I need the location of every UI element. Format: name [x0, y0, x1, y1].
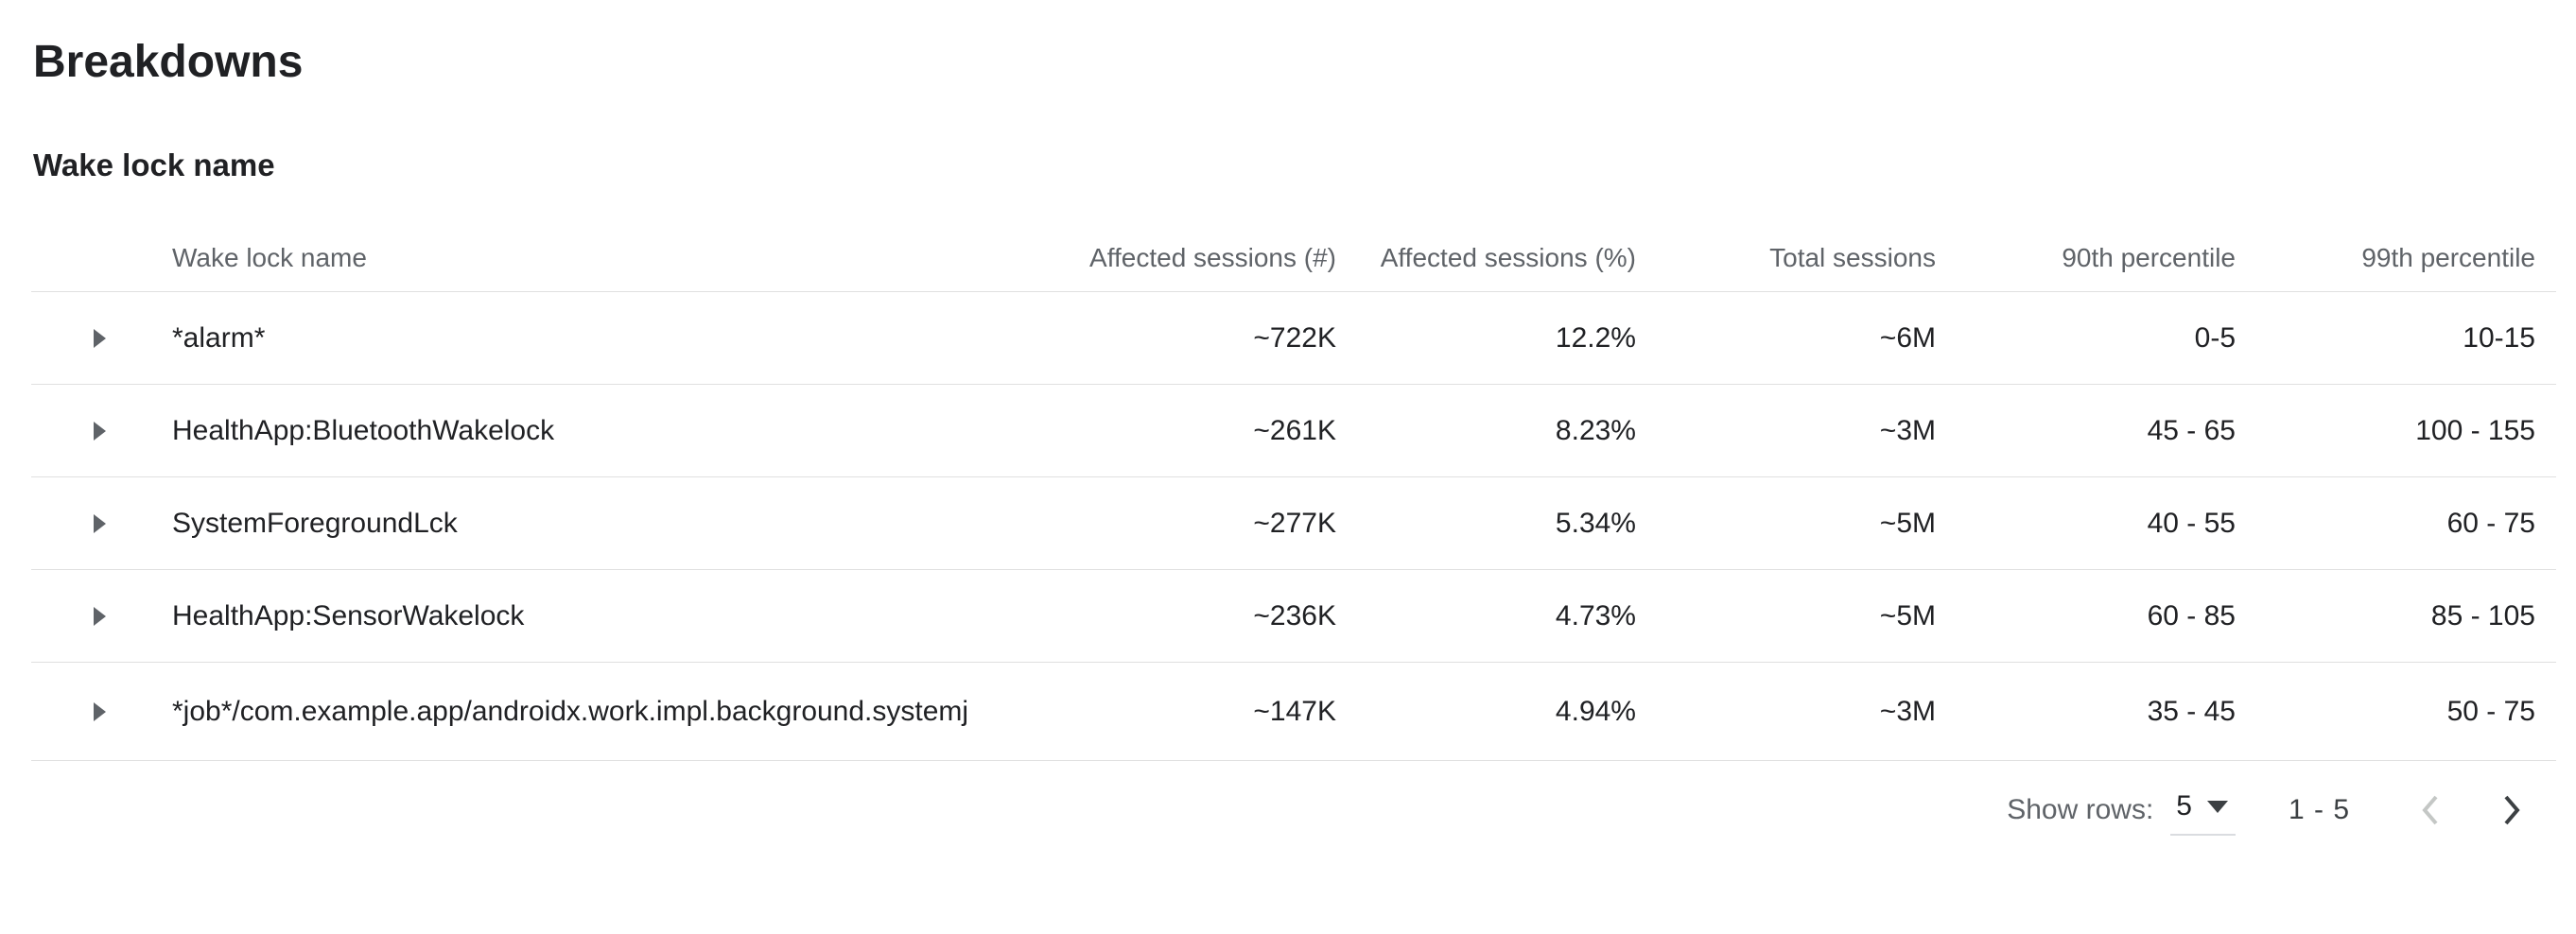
total-sessions-cell: ~6M	[1657, 291, 1957, 385]
affected-sessions-count-cell: ~147K	[1057, 662, 1357, 761]
table-row[interactable]: *job*/com.example.app/androidx.work.impl…	[31, 662, 2556, 761]
p99-cell: 85 - 105	[2256, 569, 2556, 663]
table-row[interactable]: *alarm* ~722K 12.2% ~6M 0-5 10-15	[31, 291, 2556, 385]
wake-lock-name-cell: *alarm*	[172, 291, 1057, 385]
column-header-99th-percentile: 99th percentile	[2256, 224, 2556, 292]
dropdown-caret-icon	[2206, 800, 2228, 813]
total-sessions-cell: ~5M	[1657, 569, 1957, 663]
expand-row-icon	[94, 606, 106, 626]
affected-sessions-count-cell: ~722K	[1057, 291, 1357, 385]
p90-cell: 0-5	[1957, 291, 2256, 385]
expand-row-button[interactable]	[88, 509, 112, 539]
table-header-row: Wake lock name Affected sessions (#) Aff…	[31, 224, 2556, 292]
expand-row-button[interactable]	[88, 416, 112, 446]
affected-sessions-pct-cell: 5.34%	[1357, 476, 1657, 570]
table-row[interactable]: HealthApp:BluetoothWakelock ~261K 8.23% …	[31, 384, 2556, 477]
p99-cell: 60 - 75	[2256, 476, 2556, 570]
column-header-affected-sessions-pct: Affected sessions (%)	[1357, 224, 1657, 292]
page-range-label: 1 - 5	[2288, 794, 2350, 825]
wake-lock-name-cell: SystemForegroundLck	[172, 476, 1057, 570]
section-title: Wake lock name	[33, 147, 275, 182]
p90-cell: 60 - 85	[1957, 569, 2256, 663]
expand-row-icon	[94, 328, 106, 348]
wake-lock-name-cell: *job*/com.example.app/androidx.work.impl…	[172, 662, 1057, 761]
p90-cell: 35 - 45	[1957, 662, 2256, 761]
affected-sessions-count-cell: ~236K	[1057, 569, 1357, 663]
p90-cell: 45 - 65	[1957, 384, 2256, 477]
total-sessions-cell: ~3M	[1657, 662, 1957, 761]
affected-sessions-count-cell: ~261K	[1057, 384, 1357, 477]
table-row[interactable]: SystemForegroundLck ~277K 5.34% ~5M 40 -…	[31, 476, 2556, 570]
expander-column-header	[31, 224, 172, 292]
chevron-right-icon	[2504, 795, 2520, 825]
expander-cell	[31, 662, 172, 761]
previous-page-button[interactable]	[2411, 789, 2452, 831]
p90-cell: 40 - 55	[1957, 476, 2256, 570]
p99-cell: 50 - 75	[2256, 662, 2556, 761]
expand-row-icon	[94, 421, 106, 441]
column-header-90th-percentile: 90th percentile	[1957, 224, 2256, 292]
expander-cell	[31, 291, 172, 385]
chevron-left-icon	[2422, 795, 2438, 825]
wake-lock-name-cell: HealthApp:BluetoothWakelock	[172, 384, 1057, 477]
column-header-wake-lock-name: Wake lock name	[172, 224, 1057, 292]
expander-cell	[31, 569, 172, 663]
expand-row-button[interactable]	[88, 601, 112, 631]
affected-sessions-pct-cell: 8.23%	[1357, 384, 1657, 477]
expander-cell	[31, 384, 172, 477]
expand-row-button[interactable]	[88, 323, 112, 354]
wake-lock-table: Wake lock name Affected sessions (#) Aff…	[31, 224, 2556, 761]
show-rows-label: Show rows:	[2007, 794, 2154, 825]
affected-sessions-pct-cell: 4.73%	[1357, 569, 1657, 663]
table-row[interactable]: HealthApp:SensorWakelock ~236K 4.73% ~5M…	[31, 569, 2556, 663]
expander-cell	[31, 476, 172, 570]
wake-lock-name-cell: HealthApp:SensorWakelock	[172, 569, 1057, 663]
column-header-affected-sessions-count: Affected sessions (#)	[1057, 224, 1357, 292]
expand-row-icon	[94, 513, 106, 533]
total-sessions-cell: ~5M	[1657, 476, 1957, 570]
affected-sessions-pct-cell: 4.94%	[1357, 662, 1657, 761]
expand-row-icon	[94, 701, 106, 721]
table-pagination: Show rows: 5 1 - 5	[31, 761, 2556, 859]
rows-per-page-select[interactable]: 5	[2170, 785, 2236, 836]
total-sessions-cell: ~3M	[1657, 384, 1957, 477]
next-page-button[interactable]	[2490, 789, 2532, 831]
rows-per-page-value: 5	[2176, 790, 2192, 822]
breakdowns-page: Breakdowns Wake lock name Wake lock name…	[0, 36, 2576, 934]
page-title: Breakdowns	[33, 37, 304, 87]
column-header-total-sessions: Total sessions	[1657, 224, 1957, 292]
affected-sessions-count-cell: ~277K	[1057, 476, 1357, 570]
affected-sessions-pct-cell: 12.2%	[1357, 291, 1657, 385]
p99-cell: 100 - 155	[2256, 384, 2556, 477]
expand-row-button[interactable]	[88, 697, 112, 727]
p99-cell: 10-15	[2256, 291, 2556, 385]
